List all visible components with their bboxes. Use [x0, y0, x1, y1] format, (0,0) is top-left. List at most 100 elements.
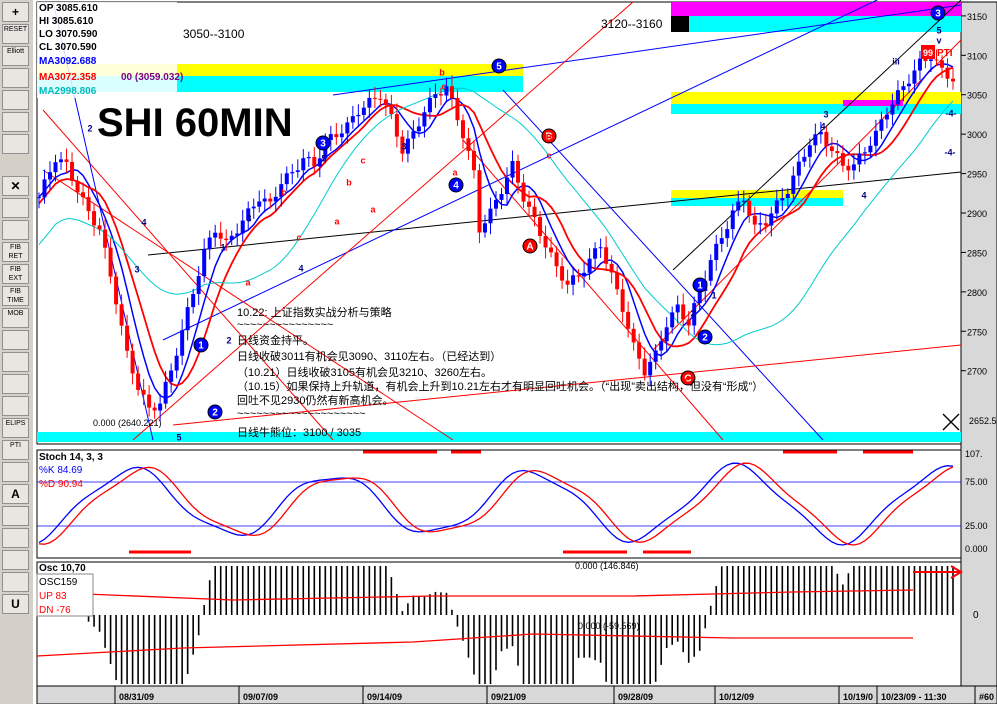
- toolbar-zoom-button[interactable]: [2, 506, 29, 526]
- candle-body: [356, 114, 361, 117]
- price-tick-label: 3150: [967, 12, 987, 22]
- candle-body: [59, 159, 64, 163]
- toolbar-bar-button[interactable]: [2, 112, 29, 132]
- analysis-line: 10.22: 上证指数实战分析与策略: [237, 305, 392, 319]
- toolbar-close-button[interactable]: ✕: [2, 176, 29, 196]
- toolbar-ellipse-button[interactable]: ELIPS: [2, 418, 29, 438]
- candle-body: [681, 304, 686, 320]
- toolbar-eraser-button[interactable]: [2, 528, 29, 548]
- candle-body: [620, 289, 625, 312]
- chart-area: 3150310030503000295029002850280027502700…: [33, 0, 997, 704]
- toolbar-bar-button[interactable]: [2, 68, 29, 88]
- toolbar-pti-button[interactable]: PTI: [2, 440, 29, 460]
- toolbar-cycle-button[interactable]: [2, 396, 29, 416]
- toolbar-text-button[interactable]: A: [2, 484, 29, 504]
- candle-body: [824, 131, 829, 147]
- candle-body: [42, 179, 47, 198]
- candle-body: [400, 136, 405, 154]
- close-value: CL 3070.590: [39, 42, 97, 53]
- stoch-title: Stoch 14, 3, 3: [39, 452, 103, 463]
- candle-body: [906, 83, 911, 87]
- candle-body: [527, 201, 532, 207]
- toolbar-fan-button[interactable]: [2, 330, 29, 350]
- info-box: OP 3085.610 HI 3085.610 LO 3070.590 CL 3…: [37, 2, 183, 98]
- osc-mark: 0.000 (-59.569): [578, 621, 640, 631]
- close-chart-icon[interactable]: [942, 413, 960, 431]
- toolbar-crosshair-button[interactable]: +: [2, 2, 29, 22]
- candle-body: [328, 134, 333, 141]
- candle-body: [345, 122, 350, 134]
- candle-body: [64, 159, 69, 162]
- wave-label: c: [360, 156, 365, 166]
- candle-body: [416, 126, 421, 132]
- candle-body: [312, 157, 317, 167]
- candle-body: [939, 60, 944, 68]
- wave-label: 3: [246, 214, 251, 224]
- candle-body: [785, 193, 790, 199]
- wave-label: 3: [935, 9, 941, 20]
- wave-label: a: [245, 278, 251, 288]
- ma-red-alt: 00 (3059.032): [121, 72, 183, 83]
- toolbar-elliott-button[interactable]: Elliott: [2, 46, 29, 66]
- candle-body: [934, 59, 939, 61]
- candle-body: [901, 86, 906, 91]
- candle-body: [114, 276, 119, 305]
- fib-retracement-icon: FIB RET: [8, 244, 23, 260]
- toolbar-channel-button[interactable]: [2, 220, 29, 240]
- toolbar-fan-button[interactable]: [2, 352, 29, 372]
- toolbar-magnet-button[interactable]: U: [2, 594, 29, 614]
- time-tick-label: 08/31/09: [119, 692, 154, 702]
- pti-value: 99: [923, 48, 933, 58]
- candle-body: [339, 133, 344, 138]
- toolbar-bar-button[interactable]: [2, 90, 29, 110]
- toolbar-grid-button[interactable]: [2, 374, 29, 394]
- toolbar-reset-button[interactable]: RESET: [2, 24, 29, 44]
- time-axis-labels: 08/31/09 09/07/09 09/14/09 09/21/09 09/28/09…: [114, 686, 994, 704]
- toolbar-printer-button[interactable]: [2, 572, 29, 592]
- toolbar-bar-button[interactable]: [2, 134, 29, 154]
- stoch-tick-top: 107.: [965, 449, 983, 459]
- candle-body: [554, 252, 559, 267]
- price-tick-label: 2750: [967, 327, 987, 337]
- candle-body: [868, 145, 873, 153]
- candle-body: [780, 198, 785, 201]
- candle-body: [510, 160, 515, 178]
- candle-body: [213, 232, 218, 238]
- candle-body: [648, 361, 653, 376]
- price-tick-label: 2900: [967, 209, 987, 219]
- wave-marker: [522, 238, 538, 254]
- elliott-icon: Elliott: [6, 48, 25, 55]
- candle-body: [747, 200, 752, 216]
- candle-body: [273, 196, 278, 202]
- candle-body: [560, 266, 565, 281]
- toolbar-mob-button[interactable]: MOB: [2, 308, 29, 328]
- toolbar-grid-button[interactable]: [2, 550, 29, 570]
- analysis-line: 日线收破3011有机会见3090、3110左右。（已经达到）: [237, 349, 501, 363]
- ma-red-value: MA3072.358: [39, 72, 97, 83]
- toolbar-fib-retracement-button[interactable]: FIB RET: [2, 242, 29, 262]
- ellipse-icon: ELIPS: [5, 420, 26, 427]
- candle-body: [191, 294, 196, 308]
- candle-body: [763, 223, 768, 226]
- toolbar-trendline-button[interactable]: [2, 198, 29, 218]
- toolbar-fib-extension-button[interactable]: FIB EXT: [2, 264, 29, 284]
- candle-body: [350, 116, 355, 123]
- pti-icon: PTI: [10, 442, 21, 449]
- toolbar-fib-time-button[interactable]: FIB TIME: [2, 286, 29, 306]
- candle-body: [422, 112, 427, 127]
- candle-body: [571, 275, 576, 285]
- toolbar-table-button[interactable]: [2, 462, 29, 482]
- time-tick-label: 09/28/09: [618, 692, 653, 702]
- candle-body: [516, 160, 521, 183]
- candle-body: [466, 138, 471, 151]
- candle-body: [394, 114, 399, 137]
- candle-body: [218, 232, 223, 239]
- wave-marker: [315, 135, 331, 151]
- candle-body: [549, 247, 554, 253]
- candle-body: [438, 94, 443, 96]
- wave-label: 2: [212, 408, 218, 419]
- mob-icon: MOB: [7, 310, 24, 317]
- candle-body: [758, 223, 763, 225]
- candle-body: [895, 90, 900, 105]
- osc-tick-0: 0: [973, 610, 979, 621]
